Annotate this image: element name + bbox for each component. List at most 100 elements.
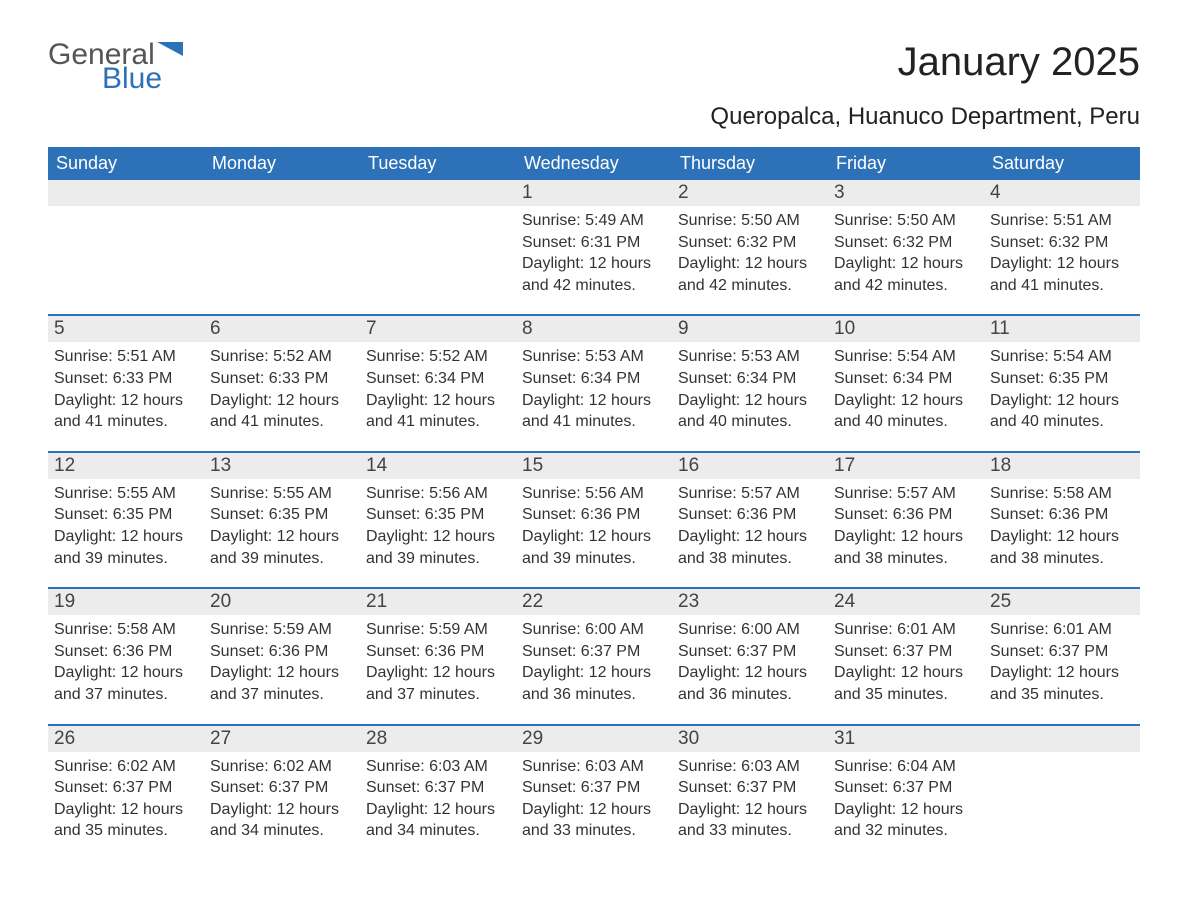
- day-sunset: Sunset: 6:37 PM: [678, 777, 822, 799]
- day-daylight1: Daylight: 12 hours: [522, 799, 666, 821]
- day-sunrise: Sunrise: 6:02 AM: [54, 756, 198, 778]
- calendar-day: 26Sunrise: 6:02 AMSunset: 6:37 PMDayligh…: [48, 726, 204, 842]
- day-daylight1: Daylight: 12 hours: [54, 662, 198, 684]
- day-daylight1: Daylight: 12 hours: [522, 526, 666, 548]
- calendar-day: 18Sunrise: 5:58 AMSunset: 6:36 PMDayligh…: [984, 453, 1140, 569]
- day-number: 15: [516, 453, 672, 479]
- day-number: 3: [828, 180, 984, 206]
- day-content: Sunrise: 6:00 AMSunset: 6:37 PMDaylight:…: [516, 615, 672, 705]
- day-content: Sunrise: 5:56 AMSunset: 6:35 PMDaylight:…: [360, 479, 516, 569]
- day-number: 1: [516, 180, 672, 206]
- calendar-day: 13Sunrise: 5:55 AMSunset: 6:35 PMDayligh…: [204, 453, 360, 569]
- calendar-day: 6Sunrise: 5:52 AMSunset: 6:33 PMDaylight…: [204, 316, 360, 432]
- day-number: 25: [984, 589, 1140, 615]
- day-sunrise: Sunrise: 5:54 AM: [990, 346, 1134, 368]
- day-number: 27: [204, 726, 360, 752]
- calendar-day: [48, 180, 204, 296]
- day-content: Sunrise: 6:00 AMSunset: 6:37 PMDaylight:…: [672, 615, 828, 705]
- day-daylight2: and 42 minutes.: [834, 275, 978, 297]
- day-number: 26: [48, 726, 204, 752]
- day-daylight2: and 39 minutes.: [54, 548, 198, 570]
- calendar-day: 24Sunrise: 6:01 AMSunset: 6:37 PMDayligh…: [828, 589, 984, 705]
- day-number: 11: [984, 316, 1140, 342]
- calendar-day: 8Sunrise: 5:53 AMSunset: 6:34 PMDaylight…: [516, 316, 672, 432]
- day-sunrise: Sunrise: 6:03 AM: [678, 756, 822, 778]
- day-daylight1: Daylight: 12 hours: [522, 662, 666, 684]
- day-sunset: Sunset: 6:37 PM: [54, 777, 198, 799]
- header: General Blue January 2025 Queropalca, Hu…: [48, 40, 1140, 131]
- calendar-day: 20Sunrise: 5:59 AMSunset: 6:36 PMDayligh…: [204, 589, 360, 705]
- day-number: 14: [360, 453, 516, 479]
- day-daylight1: Daylight: 12 hours: [990, 526, 1134, 548]
- day-daylight1: Daylight: 12 hours: [54, 799, 198, 821]
- day-number: 30: [672, 726, 828, 752]
- day-sunrise: Sunrise: 5:57 AM: [678, 483, 822, 505]
- day-daylight1: Daylight: 12 hours: [54, 526, 198, 548]
- title-block: January 2025 Queropalca, Huanuco Departm…: [710, 40, 1140, 131]
- day-sunrise: Sunrise: 5:52 AM: [366, 346, 510, 368]
- day-daylight2: and 34 minutes.: [366, 820, 510, 842]
- day-sunset: Sunset: 6:33 PM: [210, 368, 354, 390]
- day-content: Sunrise: 5:59 AMSunset: 6:36 PMDaylight:…: [360, 615, 516, 705]
- day-sunrise: Sunrise: 5:56 AM: [366, 483, 510, 505]
- day-daylight2: and 33 minutes.: [522, 820, 666, 842]
- weekday-header: Tuesday: [360, 147, 516, 180]
- calendar-week: 12Sunrise: 5:55 AMSunset: 6:35 PMDayligh…: [48, 451, 1140, 569]
- calendar-day: [360, 180, 516, 296]
- day-sunset: Sunset: 6:37 PM: [210, 777, 354, 799]
- day-sunset: Sunset: 6:35 PM: [210, 504, 354, 526]
- day-content: Sunrise: 5:56 AMSunset: 6:36 PMDaylight:…: [516, 479, 672, 569]
- day-sunrise: Sunrise: 5:51 AM: [990, 210, 1134, 232]
- day-sunrise: Sunrise: 5:50 AM: [834, 210, 978, 232]
- day-sunset: Sunset: 6:37 PM: [522, 641, 666, 663]
- day-sunset: Sunset: 6:34 PM: [366, 368, 510, 390]
- day-content: Sunrise: 5:52 AMSunset: 6:33 PMDaylight:…: [204, 342, 360, 432]
- day-daylight2: and 40 minutes.: [678, 411, 822, 433]
- day-number: 21: [360, 589, 516, 615]
- day-daylight2: and 36 minutes.: [522, 684, 666, 706]
- day-sunrise: Sunrise: 5:53 AM: [522, 346, 666, 368]
- day-daylight1: Daylight: 12 hours: [678, 253, 822, 275]
- day-content: [48, 206, 204, 294]
- day-sunset: Sunset: 6:34 PM: [678, 368, 822, 390]
- day-number: 28: [360, 726, 516, 752]
- day-number: 2: [672, 180, 828, 206]
- day-daylight1: Daylight: 12 hours: [210, 799, 354, 821]
- day-sunrise: Sunrise: 5:58 AM: [54, 619, 198, 641]
- weekday-header: Sunday: [48, 147, 204, 180]
- day-daylight2: and 33 minutes.: [678, 820, 822, 842]
- day-sunset: Sunset: 6:32 PM: [834, 232, 978, 254]
- weekday-header-row: Sunday Monday Tuesday Wednesday Thursday…: [48, 147, 1140, 180]
- day-daylight2: and 39 minutes.: [210, 548, 354, 570]
- calendar-week: 1Sunrise: 5:49 AMSunset: 6:31 PMDaylight…: [48, 180, 1140, 296]
- day-content: [360, 206, 516, 294]
- day-sunset: Sunset: 6:31 PM: [522, 232, 666, 254]
- calendar-day: 22Sunrise: 6:00 AMSunset: 6:37 PMDayligh…: [516, 589, 672, 705]
- day-daylight1: Daylight: 12 hours: [366, 662, 510, 684]
- day-sunset: Sunset: 6:36 PM: [990, 504, 1134, 526]
- calendar-day: 28Sunrise: 6:03 AMSunset: 6:37 PMDayligh…: [360, 726, 516, 842]
- day-sunset: Sunset: 6:37 PM: [522, 777, 666, 799]
- day-daylight1: Daylight: 12 hours: [834, 662, 978, 684]
- day-sunrise: Sunrise: 5:57 AM: [834, 483, 978, 505]
- day-sunset: Sunset: 6:34 PM: [834, 368, 978, 390]
- day-daylight2: and 41 minutes.: [54, 411, 198, 433]
- day-number: 8: [516, 316, 672, 342]
- day-content: Sunrise: 6:02 AMSunset: 6:37 PMDaylight:…: [48, 752, 204, 842]
- day-content: Sunrise: 6:03 AMSunset: 6:37 PMDaylight:…: [516, 752, 672, 842]
- day-sunset: Sunset: 6:36 PM: [678, 504, 822, 526]
- weekday-header: Friday: [828, 147, 984, 180]
- day-content: Sunrise: 5:58 AMSunset: 6:36 PMDaylight:…: [984, 479, 1140, 569]
- day-sunset: Sunset: 6:35 PM: [54, 504, 198, 526]
- day-number: 31: [828, 726, 984, 752]
- day-daylight1: Daylight: 12 hours: [678, 799, 822, 821]
- day-sunset: Sunset: 6:33 PM: [54, 368, 198, 390]
- day-daylight1: Daylight: 12 hours: [990, 390, 1134, 412]
- day-sunset: Sunset: 6:36 PM: [210, 641, 354, 663]
- day-content: Sunrise: 5:50 AMSunset: 6:32 PMDaylight:…: [672, 206, 828, 296]
- day-number: 13: [204, 453, 360, 479]
- calendar-day: 29Sunrise: 6:03 AMSunset: 6:37 PMDayligh…: [516, 726, 672, 842]
- day-content: Sunrise: 6:01 AMSunset: 6:37 PMDaylight:…: [828, 615, 984, 705]
- day-daylight1: Daylight: 12 hours: [366, 526, 510, 548]
- day-daylight1: Daylight: 12 hours: [834, 799, 978, 821]
